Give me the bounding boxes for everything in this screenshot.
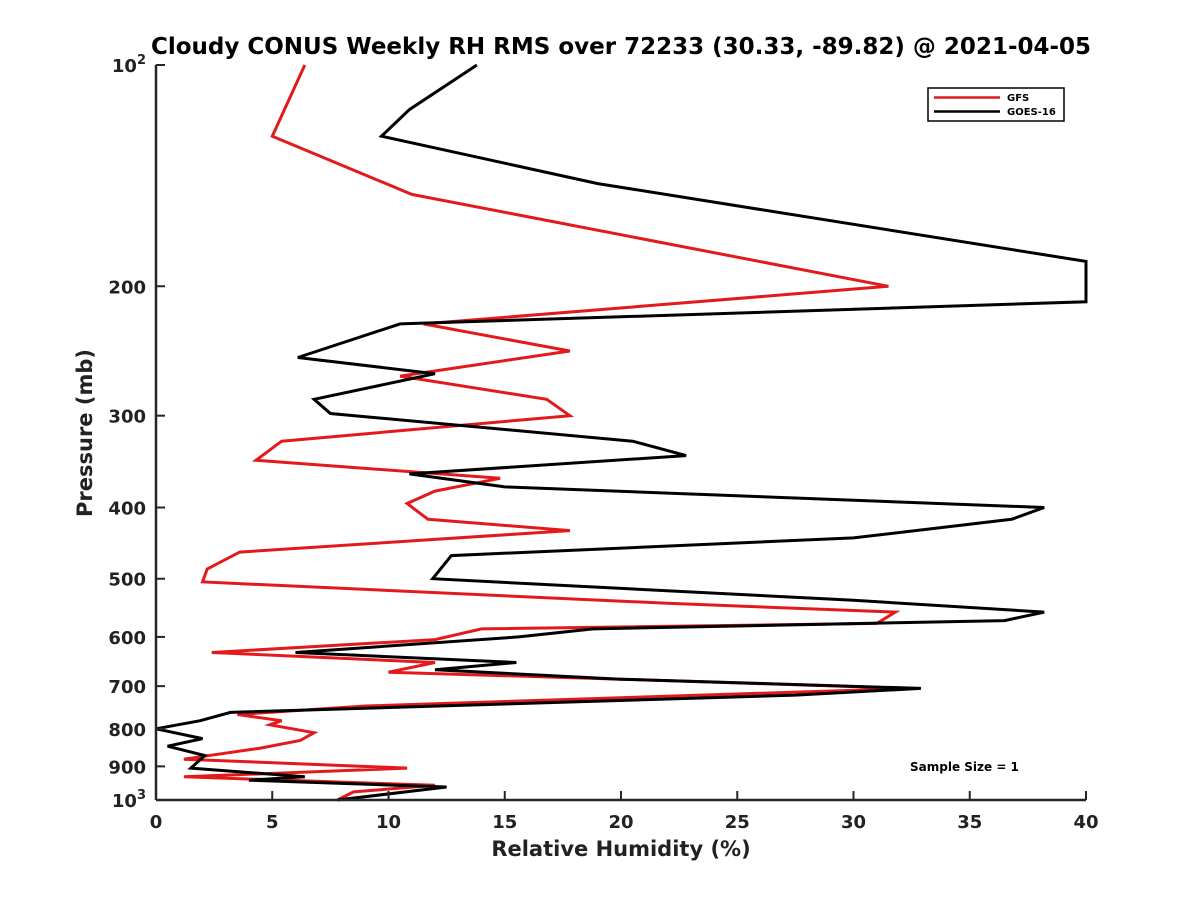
- x-tick-label: 10: [376, 812, 401, 833]
- y-tick-label: 103: [112, 788, 146, 812]
- y-tick-label: 200: [108, 277, 146, 298]
- y-axis-label: Pressure (mb): [73, 349, 97, 517]
- y-tick-label: 102: [112, 53, 146, 77]
- x-tick-label: 0: [150, 812, 163, 833]
- y-tick-label: 800: [108, 720, 146, 741]
- legend-label-goes-16: GOES-16: [1007, 107, 1056, 118]
- legend-label-gfs: GFS: [1007, 93, 1029, 104]
- sample-size-annotation: Sample Size = 1: [910, 760, 1019, 774]
- y-tick-label: 900: [108, 757, 146, 778]
- y-ticks: 102 200 300 400 500 600 700 800 900 103: [108, 53, 165, 812]
- y-tick-label: 700: [108, 677, 146, 698]
- x-tick-label: 20: [608, 812, 633, 833]
- y-tick-label: 400: [108, 499, 146, 520]
- x-tick-label: 15: [492, 812, 517, 833]
- legend-box: [927, 87, 1065, 122]
- series-line-gfs: [183, 64, 912, 802]
- x-tick-label: 25: [725, 812, 750, 833]
- y-tick-label: 300: [108, 407, 146, 428]
- y-tick-label: 600: [108, 628, 146, 649]
- legend: GFS GOES-16: [927, 87, 1065, 122]
- x-tick-label: 35: [957, 812, 982, 833]
- x-tick-label: 40: [1073, 812, 1098, 833]
- x-ticks: 0 5 10 15 20 25 30 35 40: [150, 791, 1099, 833]
- x-tick-label: 5: [266, 812, 279, 833]
- x-tick-label: 30: [841, 812, 866, 833]
- x-axis-label: Relative Humidity (%): [491, 837, 750, 861]
- series-layer: [155, 63, 1088, 802]
- series-line-goes-16: [155, 63, 1088, 802]
- y-tick-label: 500: [108, 570, 146, 591]
- chart-title: Cloudy CONUS Weekly RH RMS over 72233 (3…: [151, 34, 1091, 60]
